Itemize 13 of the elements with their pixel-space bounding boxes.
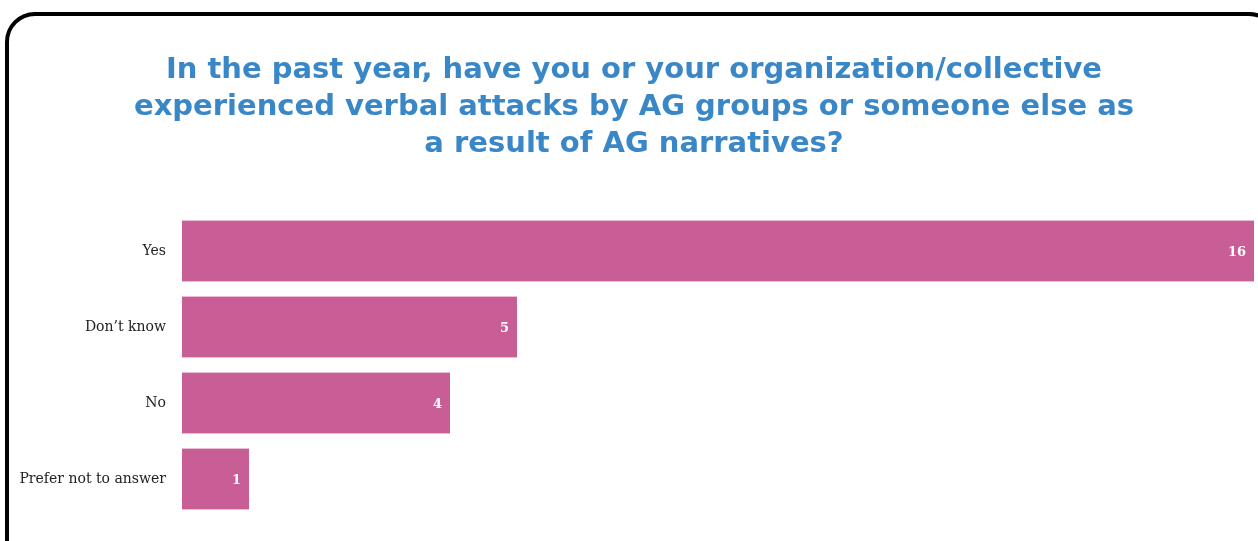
data-label: 1 <box>231 471 241 487</box>
data-label: 5 <box>499 319 509 335</box>
data-label: 4 <box>432 395 442 411</box>
data-label: 16 <box>1227 243 1246 259</box>
bar <box>182 372 450 434</box>
bar <box>182 448 249 510</box>
y-tick-label: No <box>145 394 166 411</box>
y-tick-label: Don’t know <box>84 318 167 335</box>
bar <box>182 296 517 358</box>
bar <box>182 220 1254 282</box>
chart-title: In the past year, have you or your organization/collective experienced verbal attacks by AG groups or someone else as a result of AG narratives? <box>133 51 1135 159</box>
y-tick-label: Prefer not to answer <box>19 470 167 487</box>
y-tick-label: Yes <box>141 242 166 259</box>
